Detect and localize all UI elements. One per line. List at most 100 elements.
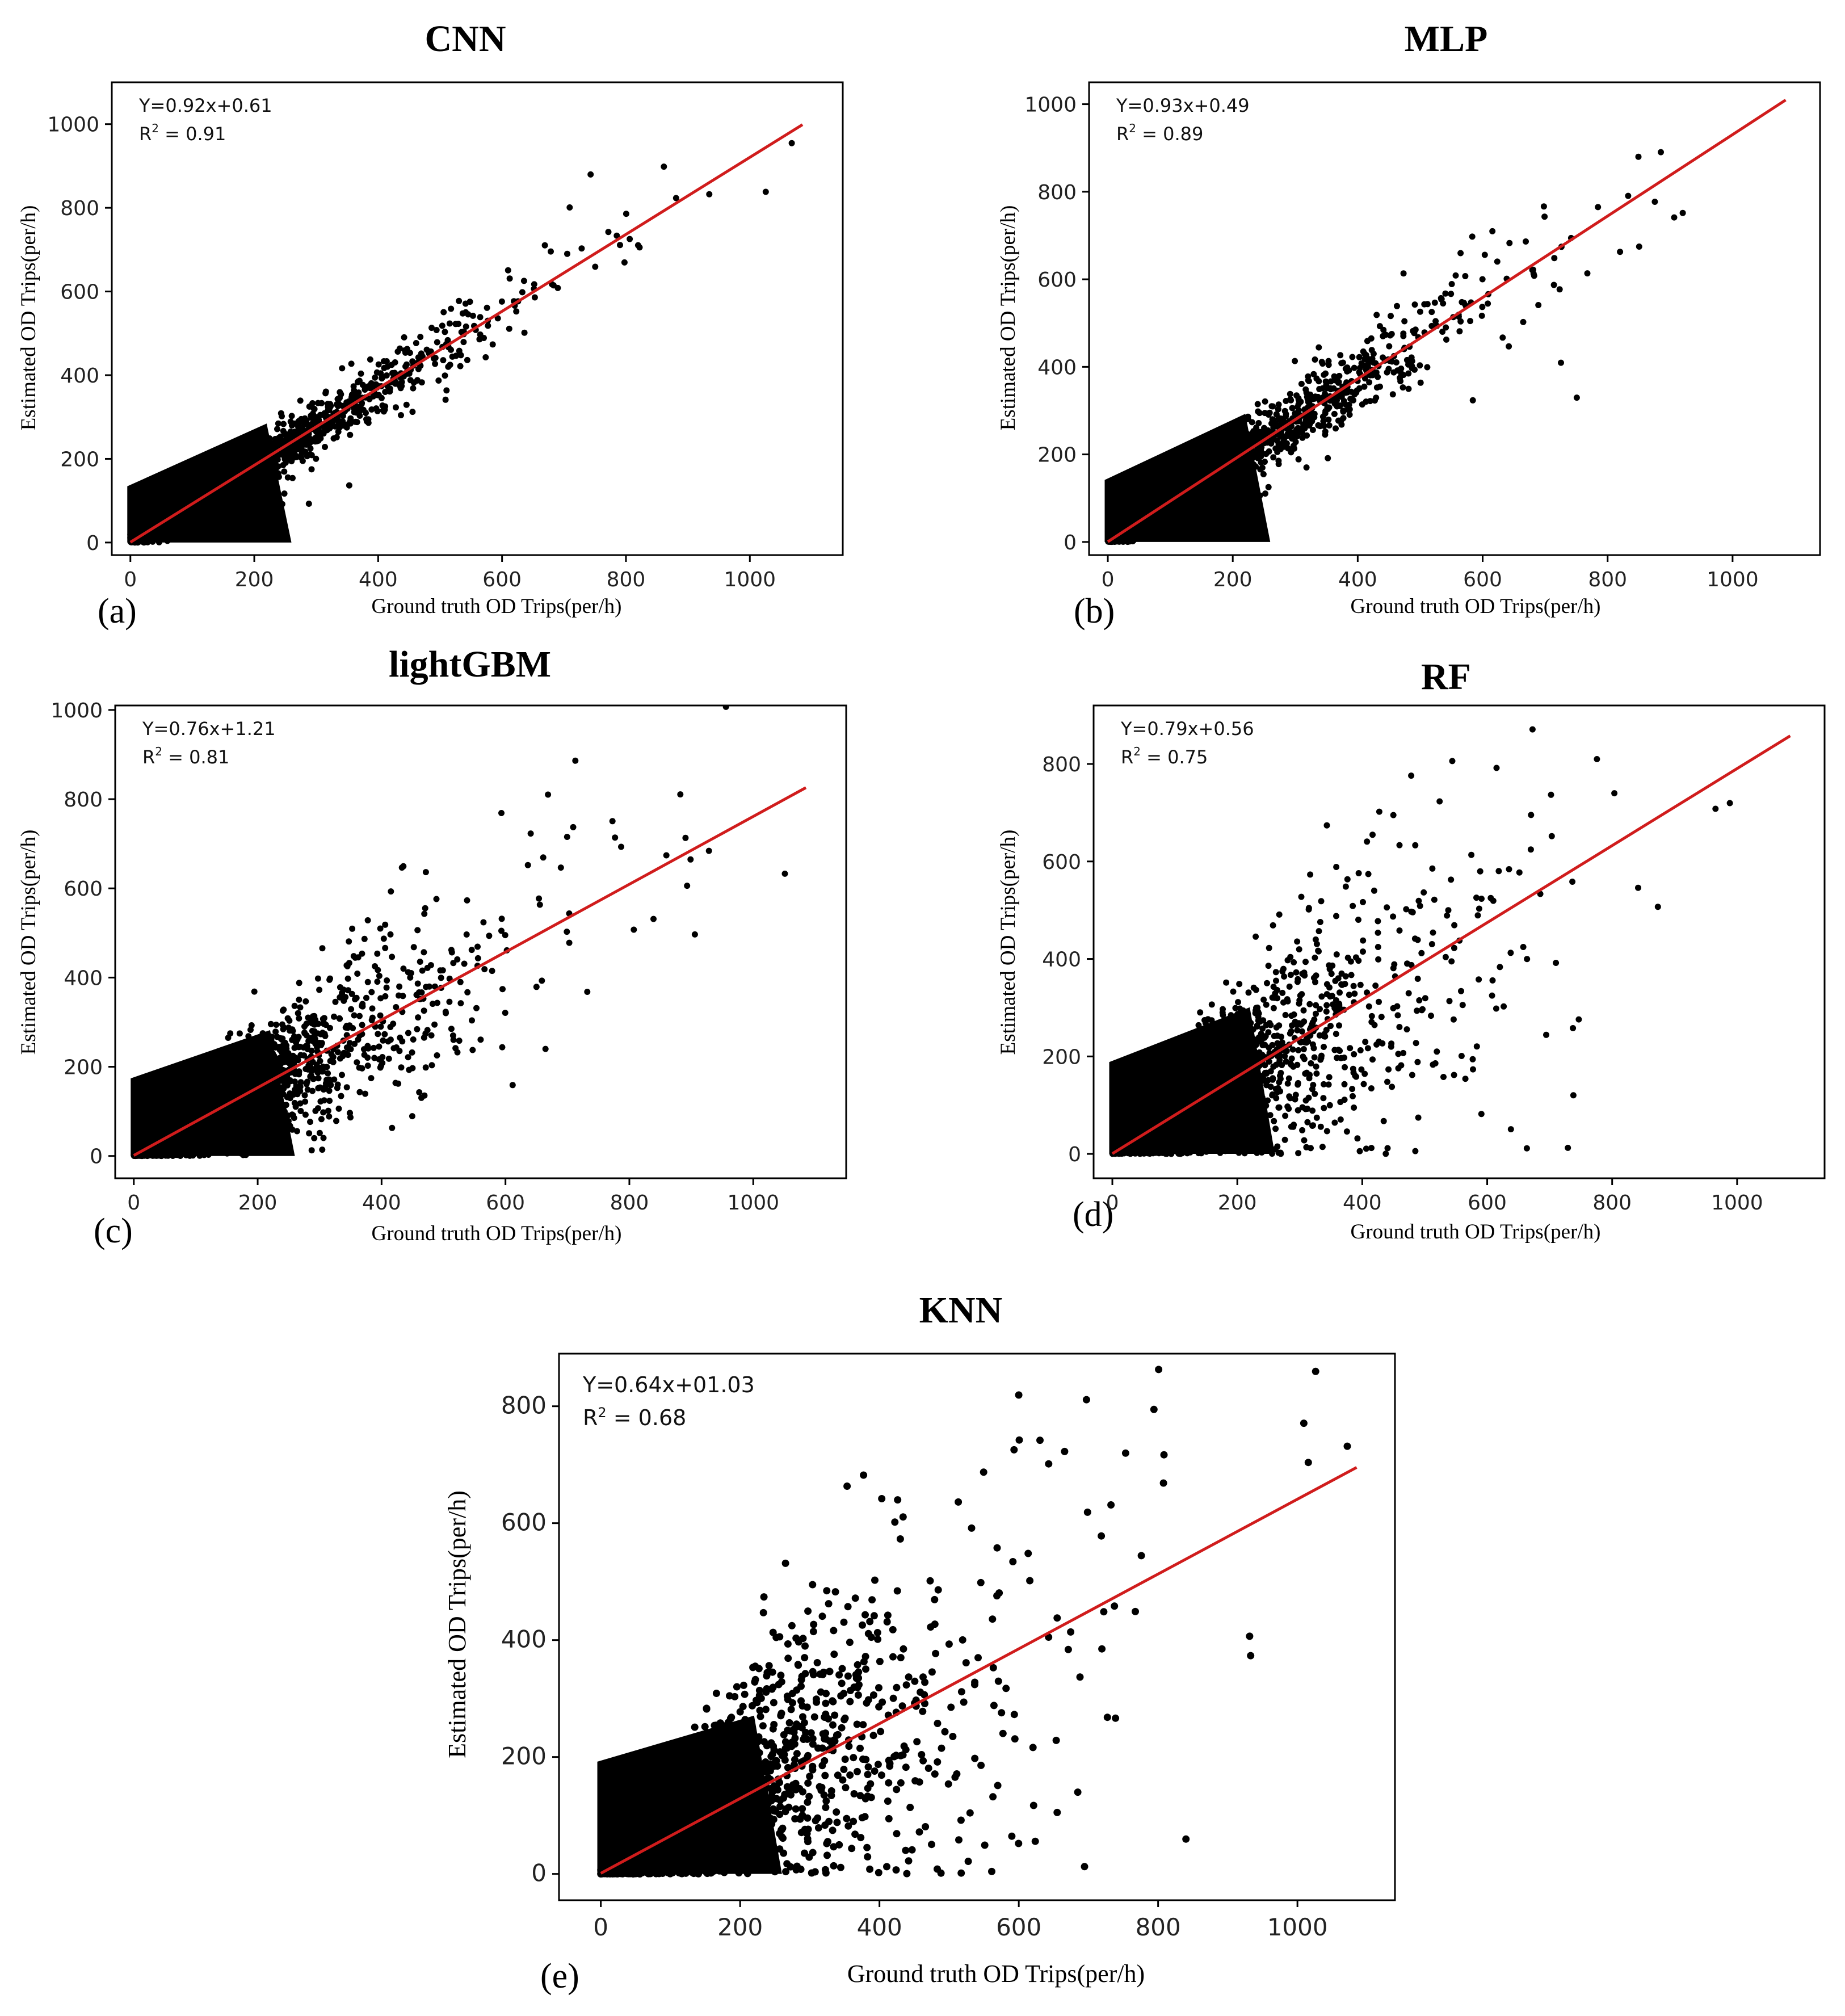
data-point bbox=[592, 263, 599, 270]
data-point bbox=[337, 394, 343, 401]
data-point bbox=[627, 236, 633, 242]
data-point bbox=[1408, 354, 1415, 361]
data-point bbox=[1325, 362, 1332, 368]
data-point bbox=[1287, 390, 1293, 397]
data-point bbox=[1366, 379, 1373, 386]
data-point bbox=[1550, 282, 1557, 288]
data-point bbox=[477, 314, 484, 321]
x-tick-label: 400 bbox=[359, 568, 398, 591]
data-point bbox=[1595, 204, 1602, 211]
data-point bbox=[284, 474, 291, 481]
data-point bbox=[548, 248, 554, 255]
data-point bbox=[1679, 209, 1686, 216]
data-point bbox=[321, 424, 328, 431]
data-point bbox=[1456, 328, 1463, 335]
data-point bbox=[1266, 409, 1273, 416]
data-point bbox=[587, 171, 594, 178]
data-point bbox=[1316, 378, 1322, 385]
data-point bbox=[1401, 318, 1408, 325]
data-point bbox=[1262, 398, 1268, 405]
y-tick-label: 600 bbox=[60, 281, 99, 304]
data-point bbox=[1558, 359, 1564, 366]
data-point bbox=[346, 482, 352, 489]
data-point bbox=[1322, 410, 1329, 417]
data-point bbox=[1405, 385, 1412, 392]
data-point bbox=[1671, 214, 1678, 221]
data-point bbox=[1384, 369, 1390, 376]
data-point bbox=[278, 410, 284, 417]
data-point bbox=[305, 501, 312, 507]
data-point bbox=[1256, 410, 1263, 417]
data-point bbox=[379, 402, 386, 409]
data-point bbox=[1556, 286, 1563, 293]
data-point bbox=[1428, 309, 1435, 316]
data-point bbox=[327, 402, 334, 409]
data-point bbox=[506, 275, 513, 282]
data-point bbox=[280, 427, 287, 434]
data-point bbox=[1260, 471, 1267, 477]
data-point bbox=[326, 421, 333, 427]
data-point bbox=[1417, 362, 1423, 369]
data-point bbox=[403, 401, 410, 408]
data-point bbox=[365, 416, 372, 423]
data-point bbox=[1277, 446, 1284, 452]
data-point bbox=[1257, 466, 1264, 473]
data-point bbox=[440, 357, 447, 364]
data-point bbox=[1541, 213, 1548, 220]
data-point bbox=[1573, 394, 1580, 401]
data-point bbox=[308, 466, 315, 473]
data-point bbox=[1258, 459, 1264, 466]
data-point bbox=[1344, 406, 1351, 413]
data-point bbox=[398, 412, 404, 418]
data-point bbox=[489, 341, 496, 348]
data-point bbox=[1479, 304, 1486, 310]
data-point bbox=[498, 298, 505, 305]
data-point bbox=[394, 348, 401, 355]
data-point bbox=[375, 361, 382, 368]
fit-equation: Y=0.92x+0.61 bbox=[138, 95, 272, 116]
data-point bbox=[1506, 343, 1512, 350]
data-point bbox=[1651, 199, 1658, 205]
data-point bbox=[1457, 318, 1464, 325]
data-point bbox=[1399, 384, 1406, 391]
data-point bbox=[1292, 358, 1298, 364]
r-squared-value: = 0.91 bbox=[159, 123, 226, 145]
data-point bbox=[335, 400, 342, 407]
data-point bbox=[1266, 428, 1273, 435]
data-point bbox=[314, 414, 321, 421]
data-point bbox=[372, 392, 379, 398]
data-point bbox=[358, 370, 364, 377]
data-point bbox=[348, 360, 355, 367]
data-point bbox=[1321, 371, 1327, 378]
data-point bbox=[1373, 394, 1380, 401]
data-point bbox=[284, 434, 291, 441]
panel-label: (a) bbox=[98, 592, 137, 631]
data-point bbox=[1405, 361, 1411, 368]
data-point bbox=[605, 229, 612, 236]
data-point bbox=[442, 329, 448, 335]
data-point bbox=[1361, 362, 1368, 369]
data-point bbox=[440, 309, 447, 316]
data-point bbox=[359, 381, 366, 388]
data-point bbox=[1265, 484, 1272, 490]
scatter-points bbox=[127, 140, 795, 546]
data-point bbox=[1386, 343, 1393, 350]
data-point bbox=[1523, 238, 1529, 245]
data-point bbox=[312, 438, 319, 445]
data-point bbox=[1262, 490, 1268, 497]
data-point bbox=[1275, 457, 1282, 464]
data-point bbox=[434, 339, 440, 346]
data-point bbox=[1467, 318, 1474, 325]
x-tick-label: 600 bbox=[482, 568, 522, 591]
data-point bbox=[1322, 378, 1329, 385]
data-point bbox=[519, 289, 526, 296]
data-point bbox=[1443, 336, 1449, 343]
data-point bbox=[401, 334, 407, 341]
data-point bbox=[406, 350, 413, 356]
data-point bbox=[1346, 411, 1353, 418]
data-point bbox=[348, 392, 355, 399]
x-tick-label: 200 bbox=[235, 568, 274, 591]
data-point bbox=[316, 431, 323, 438]
data-point bbox=[445, 363, 452, 370]
data-point bbox=[1442, 290, 1449, 297]
